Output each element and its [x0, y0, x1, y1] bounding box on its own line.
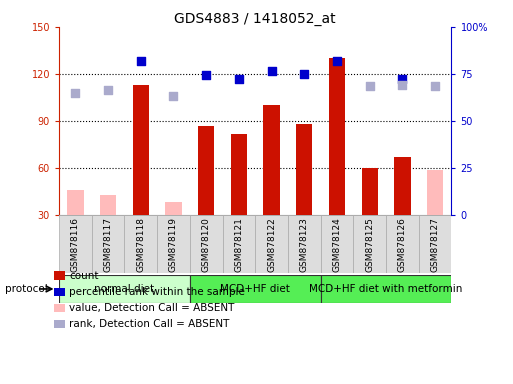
Bar: [165, 202, 182, 215]
Text: percentile rank within the sample: percentile rank within the sample: [69, 287, 245, 297]
Title: GDS4883 / 1418052_at: GDS4883 / 1418052_at: [174, 12, 336, 26]
Bar: [92, 215, 125, 273]
Bar: [198, 126, 214, 215]
Text: GSM878120: GSM878120: [202, 217, 211, 271]
Text: normal diet: normal diet: [94, 284, 154, 294]
Text: protocol: protocol: [5, 284, 48, 294]
Bar: [263, 105, 280, 215]
Bar: [321, 215, 353, 273]
Bar: [362, 168, 378, 215]
Bar: [231, 134, 247, 215]
Bar: [329, 58, 345, 215]
Bar: [59, 215, 92, 273]
Text: MCD+HF diet: MCD+HF diet: [220, 284, 290, 294]
Bar: [394, 157, 410, 215]
Point: [366, 83, 374, 89]
Bar: [100, 195, 116, 215]
Text: GSM878126: GSM878126: [398, 217, 407, 271]
Bar: [67, 190, 84, 215]
Point: [202, 73, 210, 79]
Text: GSM878121: GSM878121: [234, 217, 243, 271]
Text: GSM878116: GSM878116: [71, 217, 80, 272]
Point: [136, 58, 145, 65]
Bar: [288, 215, 321, 273]
Point: [104, 86, 112, 93]
Point: [398, 76, 406, 82]
Bar: [419, 215, 451, 273]
Bar: [124, 215, 157, 273]
Text: rank, Detection Call = ABSENT: rank, Detection Call = ABSENT: [69, 319, 230, 329]
Point: [431, 83, 439, 89]
Text: GSM878117: GSM878117: [104, 217, 112, 272]
Bar: [132, 85, 149, 215]
Text: GSM878123: GSM878123: [300, 217, 309, 271]
Point: [333, 58, 341, 65]
Text: value, Detection Call = ABSENT: value, Detection Call = ABSENT: [69, 303, 234, 313]
Bar: [190, 215, 223, 273]
Point: [398, 82, 406, 88]
Point: [267, 68, 275, 74]
Text: GSM878118: GSM878118: [136, 217, 145, 272]
Bar: [353, 215, 386, 273]
Text: count: count: [69, 271, 99, 281]
Bar: [321, 275, 451, 303]
Bar: [296, 124, 312, 215]
Bar: [427, 170, 443, 215]
Bar: [386, 215, 419, 273]
Text: MCD+HF diet with metformin: MCD+HF diet with metformin: [309, 284, 463, 294]
Text: GSM878127: GSM878127: [430, 217, 440, 271]
Bar: [190, 275, 321, 303]
Point: [300, 71, 308, 77]
Bar: [157, 215, 190, 273]
Point: [235, 76, 243, 82]
Bar: [59, 275, 190, 303]
Bar: [223, 215, 255, 273]
Text: GSM878124: GSM878124: [332, 217, 342, 271]
Text: GSM878125: GSM878125: [365, 217, 374, 271]
Bar: [255, 215, 288, 273]
Text: GSM878119: GSM878119: [169, 217, 178, 272]
Text: GSM878122: GSM878122: [267, 217, 276, 271]
Point: [169, 93, 177, 99]
Point: [71, 90, 80, 96]
